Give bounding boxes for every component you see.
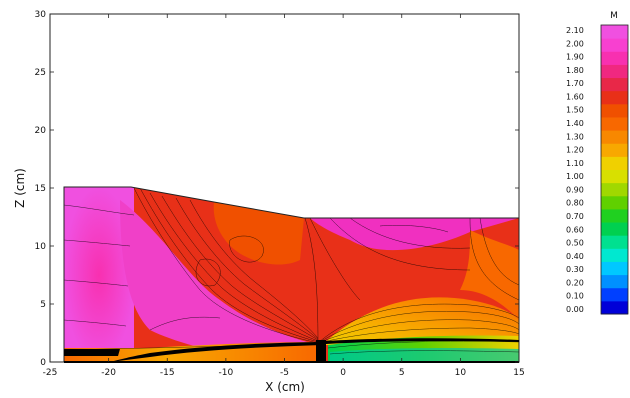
colorbar-band bbox=[601, 182, 628, 197]
colorbar-band bbox=[601, 287, 628, 302]
colorbar-band bbox=[601, 77, 628, 92]
colorbar-tick-label: 0.90 bbox=[566, 185, 584, 194]
colorbar-band bbox=[601, 38, 628, 52]
x-tick-label: 15 bbox=[513, 368, 524, 378]
colorbar-tick-label: 2.00 bbox=[566, 39, 584, 48]
colorbar-tick-label: 1.60 bbox=[566, 92, 584, 101]
colorbar-tick-label: 1.20 bbox=[566, 146, 584, 155]
colorbar-tick-label: 1.40 bbox=[566, 119, 584, 128]
x-tick-label: 5 bbox=[399, 368, 405, 378]
colorbar-tick-label: 0.40 bbox=[566, 252, 584, 261]
x-tick-label: -15 bbox=[160, 368, 175, 378]
colorbar-band bbox=[601, 235, 628, 249]
colorbar-tick-label: 0.60 bbox=[566, 225, 584, 234]
colorbar-band bbox=[601, 90, 628, 105]
colorbar-band bbox=[601, 248, 628, 262]
colorbar-tick-label: 1.10 bbox=[566, 159, 584, 168]
wall-geometry bbox=[64, 338, 519, 363]
colorbar-tick-label: 1.30 bbox=[566, 132, 584, 141]
colorbar-band bbox=[601, 208, 628, 223]
colorbar-tick-label: 2.10 bbox=[566, 26, 584, 35]
y-tick-label: 25 bbox=[35, 68, 46, 78]
colorbar-band bbox=[601, 261, 628, 276]
colorbar-band bbox=[601, 116, 628, 131]
colorbar-band bbox=[601, 25, 628, 39]
colorbar-tick-label: 1.00 bbox=[566, 172, 584, 181]
domain-outline bbox=[63, 186, 520, 362]
colorbar-band bbox=[601, 274, 628, 289]
x-tick-label: -20 bbox=[101, 368, 116, 378]
colorbar-title: M bbox=[610, 11, 618, 21]
colorbar-band bbox=[601, 64, 628, 79]
y-tick-label: 20 bbox=[35, 126, 47, 136]
x-tick-label: -10 bbox=[219, 368, 234, 378]
colorbar-band bbox=[601, 300, 628, 315]
y-tick-label: 15 bbox=[35, 184, 46, 194]
colorbar-tick-label: 0.30 bbox=[566, 265, 584, 274]
colorbar-frame bbox=[600, 24, 629, 315]
colorbar: M 2.10 2.00 1.90 1.80 1.70 1.60 1.50 1.40 1.30 1.… bbox=[566, 11, 629, 315]
y-tick-label: 0 bbox=[40, 358, 46, 368]
colorbar-band bbox=[601, 103, 628, 118]
y-tick-label: 5 bbox=[40, 300, 46, 310]
colorbar-band bbox=[601, 130, 628, 144]
colorbar-tick-label: 0.10 bbox=[566, 292, 584, 301]
y-axis-label: Z (cm) bbox=[13, 168, 27, 208]
colorbar-band bbox=[601, 143, 628, 157]
y-tick-label: 10 bbox=[35, 242, 47, 252]
x-tick-label: -5 bbox=[280, 368, 289, 378]
colorbar-tick-label: 1.50 bbox=[566, 106, 584, 115]
colorbar-tick-label: 0.80 bbox=[566, 199, 584, 208]
colorbar-band bbox=[601, 195, 628, 210]
y-axis-ticks: 0 5 10 15 20 25 30 bbox=[35, 10, 519, 368]
x-tick-label: 10 bbox=[455, 368, 467, 378]
colorbar-tick-label: 0.00 bbox=[566, 305, 584, 314]
y-tick-label: 30 bbox=[35, 10, 47, 20]
colorbar-tick-label: 1.90 bbox=[566, 53, 584, 62]
colorbar-tick-label: 0.50 bbox=[566, 239, 584, 248]
colorbar-tick-label: 0.70 bbox=[566, 212, 584, 221]
colorbar-band bbox=[601, 222, 628, 236]
colorbar-band bbox=[601, 156, 628, 170]
colorbar-band bbox=[601, 51, 628, 65]
x-tick-label: -25 bbox=[43, 368, 58, 378]
x-axis-label: X (cm) bbox=[265, 380, 305, 394]
colorbar-tick-label: 0.20 bbox=[566, 278, 584, 287]
x-tick-label: 0 bbox=[340, 368, 346, 378]
x-axis-ticks: -25 -20 -15 -10 -5 0 5 10 15 bbox=[43, 14, 525, 378]
colorbar-tick-label: 1.70 bbox=[566, 79, 584, 88]
colorbar-tick-label: 1.80 bbox=[566, 66, 584, 75]
colorbar-band bbox=[601, 169, 628, 184]
